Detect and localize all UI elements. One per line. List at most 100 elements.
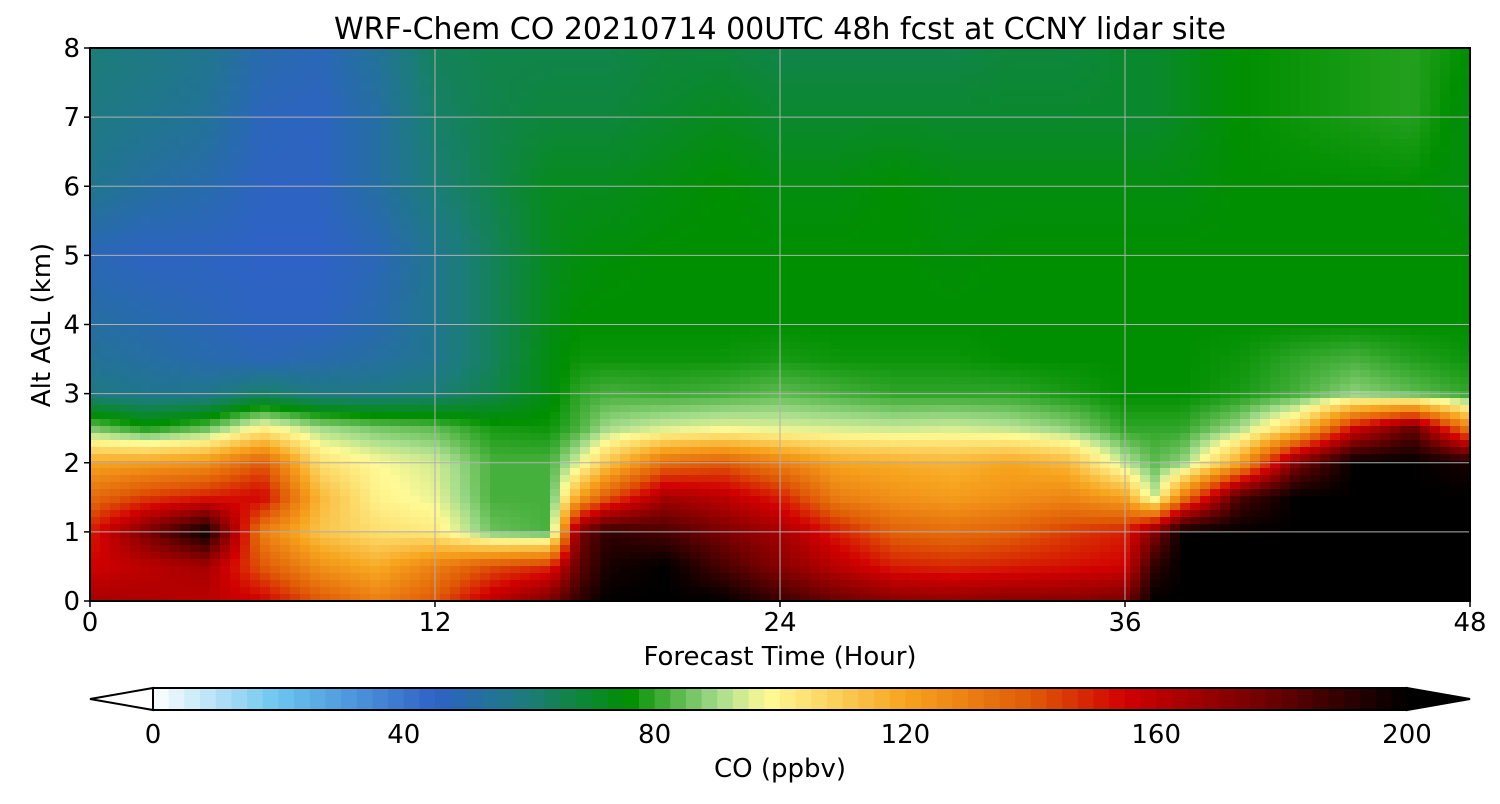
heatmap-cell bbox=[330, 118, 341, 126]
heatmap-cell bbox=[1270, 237, 1281, 245]
heatmap-cell bbox=[660, 104, 671, 112]
heatmap-cell bbox=[1360, 195, 1371, 203]
heatmap-cell bbox=[720, 244, 731, 252]
heatmap-cell bbox=[1130, 195, 1141, 203]
heatmap-cell bbox=[420, 251, 431, 259]
heatmap-cell bbox=[910, 90, 921, 98]
heatmap-cell bbox=[510, 202, 521, 210]
heatmap-cell bbox=[1400, 118, 1411, 126]
heatmap-cell bbox=[710, 167, 721, 175]
heatmap-cell bbox=[690, 167, 701, 175]
heatmap-cell bbox=[310, 55, 321, 63]
heatmap-cell bbox=[1390, 111, 1401, 119]
heatmap-cell bbox=[1450, 279, 1461, 287]
heatmap-cell bbox=[370, 202, 381, 210]
heatmap-cell bbox=[140, 202, 151, 210]
heatmap-cell bbox=[1190, 69, 1201, 77]
heatmap-cell bbox=[460, 48, 471, 56]
heatmap-cell bbox=[1010, 132, 1021, 140]
heatmap-cell bbox=[730, 286, 741, 294]
heatmap-cell bbox=[1140, 237, 1151, 245]
heatmap-cell bbox=[860, 132, 871, 140]
heatmap-cell bbox=[210, 230, 221, 238]
heatmap-cell bbox=[270, 181, 281, 189]
heatmap-cell bbox=[840, 76, 851, 84]
heatmap-cell bbox=[990, 167, 1001, 175]
heatmap-cell bbox=[1320, 55, 1331, 63]
heatmap-cell bbox=[1110, 286, 1121, 294]
heatmap-cell bbox=[1460, 48, 1471, 56]
heatmap-cell bbox=[960, 48, 971, 56]
heatmap-cell bbox=[1220, 286, 1231, 294]
heatmap-cell bbox=[370, 62, 381, 70]
heatmap-cell bbox=[1330, 202, 1341, 210]
heatmap-cell bbox=[1380, 83, 1391, 91]
heatmap-cell bbox=[1190, 132, 1201, 140]
heatmap-cell bbox=[1070, 265, 1081, 273]
heatmap-cell bbox=[1340, 132, 1351, 140]
heatmap-cell bbox=[870, 230, 881, 238]
heatmap-cell bbox=[690, 118, 701, 126]
heatmap-cell bbox=[390, 48, 401, 56]
heatmap-cell bbox=[130, 111, 141, 119]
heatmap-cell bbox=[830, 48, 841, 56]
heatmap-cell bbox=[490, 230, 501, 238]
heatmap-cell bbox=[710, 104, 721, 112]
heatmap-cell bbox=[370, 139, 381, 147]
heatmap-cell bbox=[470, 293, 481, 301]
heatmap-cell bbox=[790, 202, 801, 210]
heatmap-cell bbox=[1390, 76, 1401, 84]
heatmap-cell bbox=[1340, 279, 1351, 287]
heatmap-cell bbox=[1180, 139, 1191, 147]
heatmap-cell bbox=[120, 272, 131, 280]
heatmap-cell bbox=[780, 181, 791, 189]
heatmap-cell bbox=[360, 153, 371, 161]
heatmap-cell bbox=[1130, 90, 1141, 98]
heatmap-cell bbox=[660, 237, 671, 245]
heatmap-cell bbox=[120, 265, 131, 273]
heatmap-cell bbox=[540, 111, 551, 119]
heatmap-cell bbox=[1240, 223, 1251, 231]
heatmap-cell bbox=[1450, 153, 1461, 161]
heatmap-cell bbox=[570, 230, 581, 238]
heatmap-cell bbox=[1150, 48, 1161, 56]
heatmap-cell bbox=[160, 244, 171, 252]
heatmap-cell bbox=[1260, 251, 1271, 259]
heatmap-cell bbox=[870, 202, 881, 210]
heatmap-cell bbox=[540, 272, 551, 280]
heatmap-cell bbox=[910, 132, 921, 140]
heatmap-cell bbox=[1030, 181, 1041, 189]
heatmap-cell bbox=[100, 272, 111, 280]
heatmap-cell bbox=[540, 139, 551, 147]
heatmap-cell bbox=[1410, 293, 1421, 301]
heatmap-cell bbox=[990, 230, 1001, 238]
heatmap-cell bbox=[810, 132, 821, 140]
heatmap-cell bbox=[210, 244, 221, 252]
heatmap-cell bbox=[330, 286, 341, 294]
heatmap-cell bbox=[1310, 202, 1321, 210]
heatmap-cell bbox=[1280, 55, 1291, 63]
heatmap-cell bbox=[770, 167, 781, 175]
heatmap-cell bbox=[830, 174, 841, 182]
heatmap-cell bbox=[340, 48, 351, 56]
heatmap-cell bbox=[730, 48, 741, 56]
heatmap-cell bbox=[450, 83, 461, 91]
heatmap-cell bbox=[310, 111, 321, 119]
heatmap-cell bbox=[470, 195, 481, 203]
heatmap-cell bbox=[340, 181, 351, 189]
heatmap-cell bbox=[480, 265, 491, 273]
heatmap-cell bbox=[1300, 223, 1311, 231]
heatmap-cell bbox=[1000, 118, 1011, 126]
heatmap-cell bbox=[810, 153, 821, 161]
heatmap-cell bbox=[1340, 55, 1351, 63]
heatmap-cell bbox=[470, 223, 481, 231]
heatmap-cell bbox=[580, 104, 591, 112]
heatmap-cell bbox=[1070, 230, 1081, 238]
heatmap-cell bbox=[810, 195, 821, 203]
heatmap-cell bbox=[320, 202, 331, 210]
heatmap-cell bbox=[1360, 286, 1371, 294]
heatmap-cell bbox=[100, 111, 111, 119]
heatmap-cell bbox=[920, 195, 931, 203]
heatmap-cell bbox=[690, 272, 701, 280]
heatmap-cell bbox=[1230, 97, 1241, 105]
